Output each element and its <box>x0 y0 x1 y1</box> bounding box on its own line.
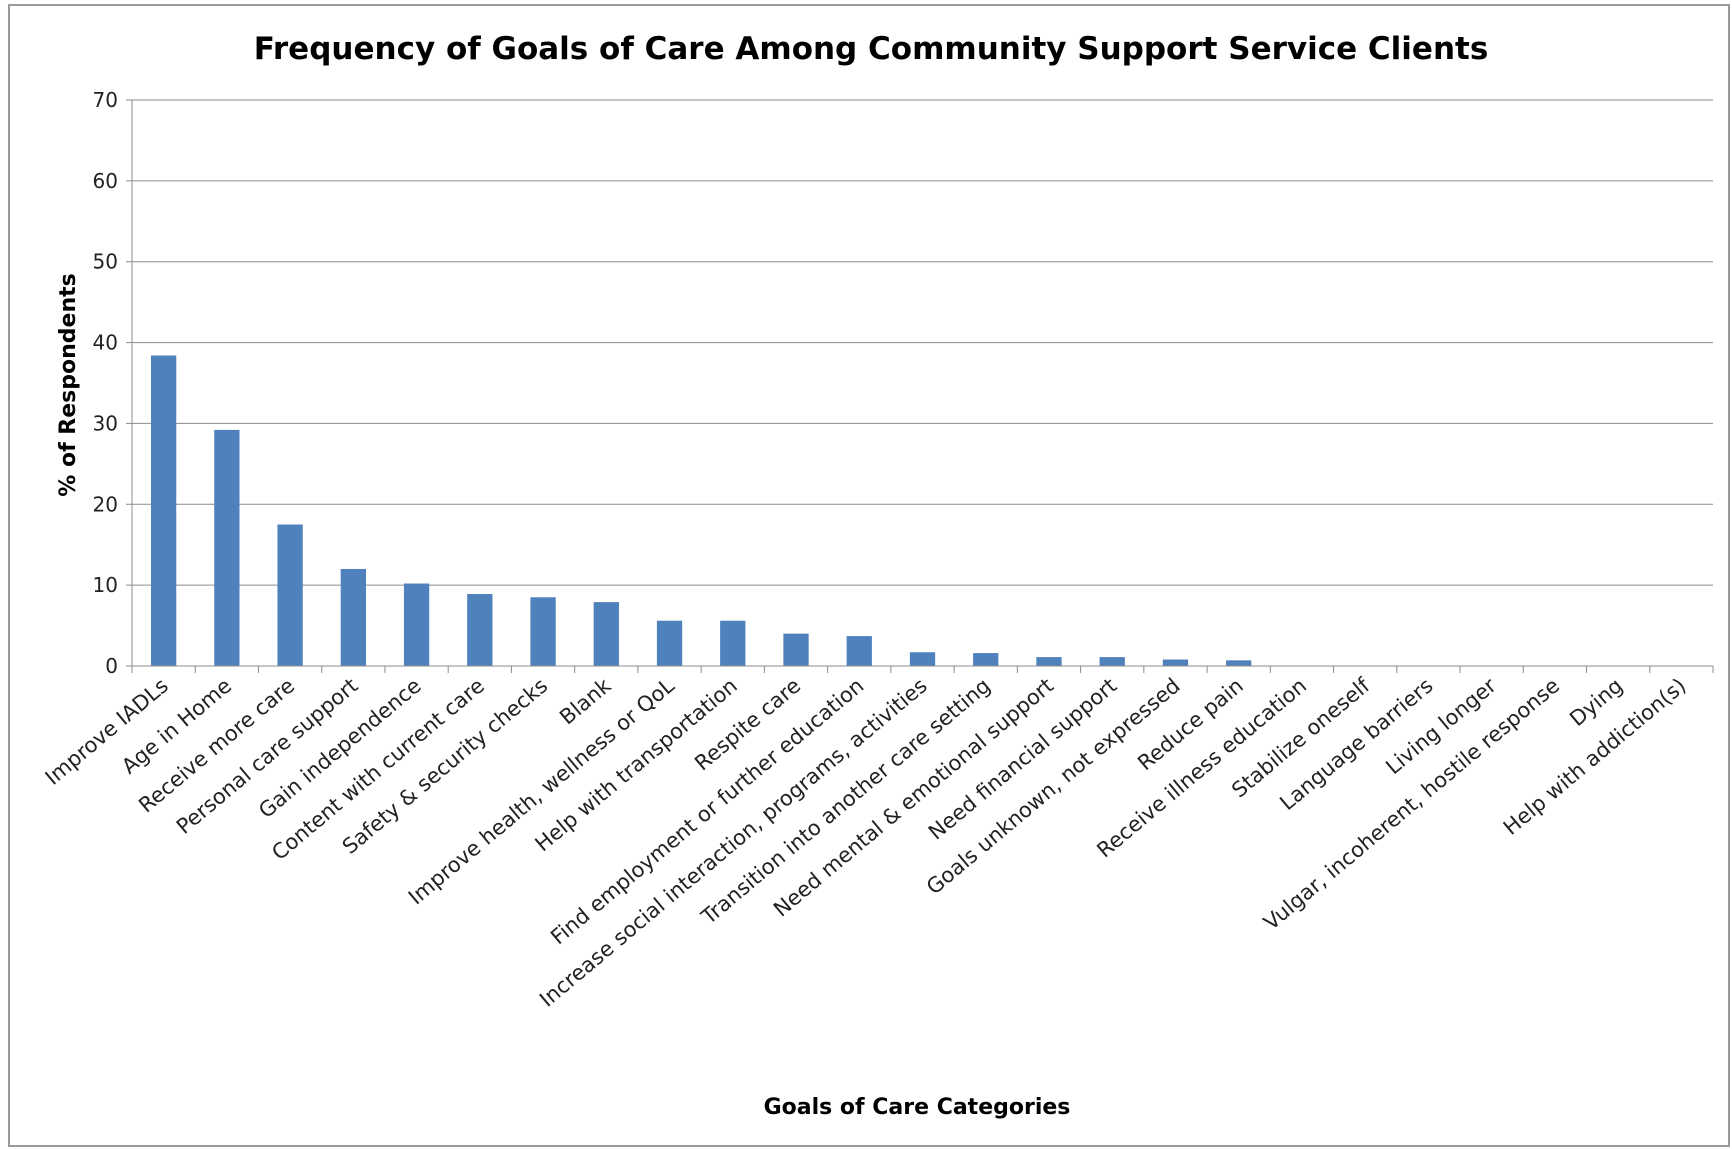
x-tick-label: Transition into another care setting <box>696 673 995 929</box>
bar-12 <box>909 652 936 666</box>
bar-14 <box>1036 657 1062 666</box>
bar-16 <box>1162 659 1189 666</box>
bar-8 <box>656 620 683 666</box>
bar-10 <box>783 633 809 666</box>
bar-5 <box>467 594 493 666</box>
bar-7 <box>593 602 619 666</box>
y-tick-labels: 0 10 20 30 40 50 60 70 <box>93 88 118 678</box>
bar-0 <box>150 355 177 666</box>
y-tick-label: 50 <box>93 250 118 274</box>
bar-9 <box>720 620 746 666</box>
y-tick-label: 20 <box>93 492 118 516</box>
bar-15 <box>1099 657 1125 666</box>
axes <box>126 99 1714 673</box>
y-tick-label: 70 <box>93 88 118 112</box>
y-axis-title: % of Respondents <box>56 273 81 496</box>
y-tick-label: 40 <box>93 331 118 355</box>
gridlines <box>132 99 1713 586</box>
y-tick-label: 60 <box>93 169 118 193</box>
bar-11 <box>846 636 872 666</box>
chart-frame: Frequency of Goals of Care Among Communi… <box>8 4 1730 1147</box>
bar-4 <box>403 583 430 666</box>
bar-chart: Frequency of Goals of Care Among Communi… <box>41 31 1714 1120</box>
y-tick-label: 30 <box>93 411 118 435</box>
bar-1 <box>214 429 240 666</box>
bar-13 <box>973 653 999 666</box>
bar-3 <box>340 568 366 666</box>
bar-17 <box>1226 660 1252 666</box>
bar-6 <box>530 597 556 666</box>
y-tick-label: 0 <box>105 654 118 678</box>
chart-title: Frequency of Goals of Care Among Communi… <box>254 31 1489 67</box>
bars <box>150 355 1252 666</box>
y-tick-label: 10 <box>93 573 118 597</box>
bar-2 <box>277 524 303 666</box>
x-axis-title: Goals of Care Categories <box>764 1095 1071 1120</box>
